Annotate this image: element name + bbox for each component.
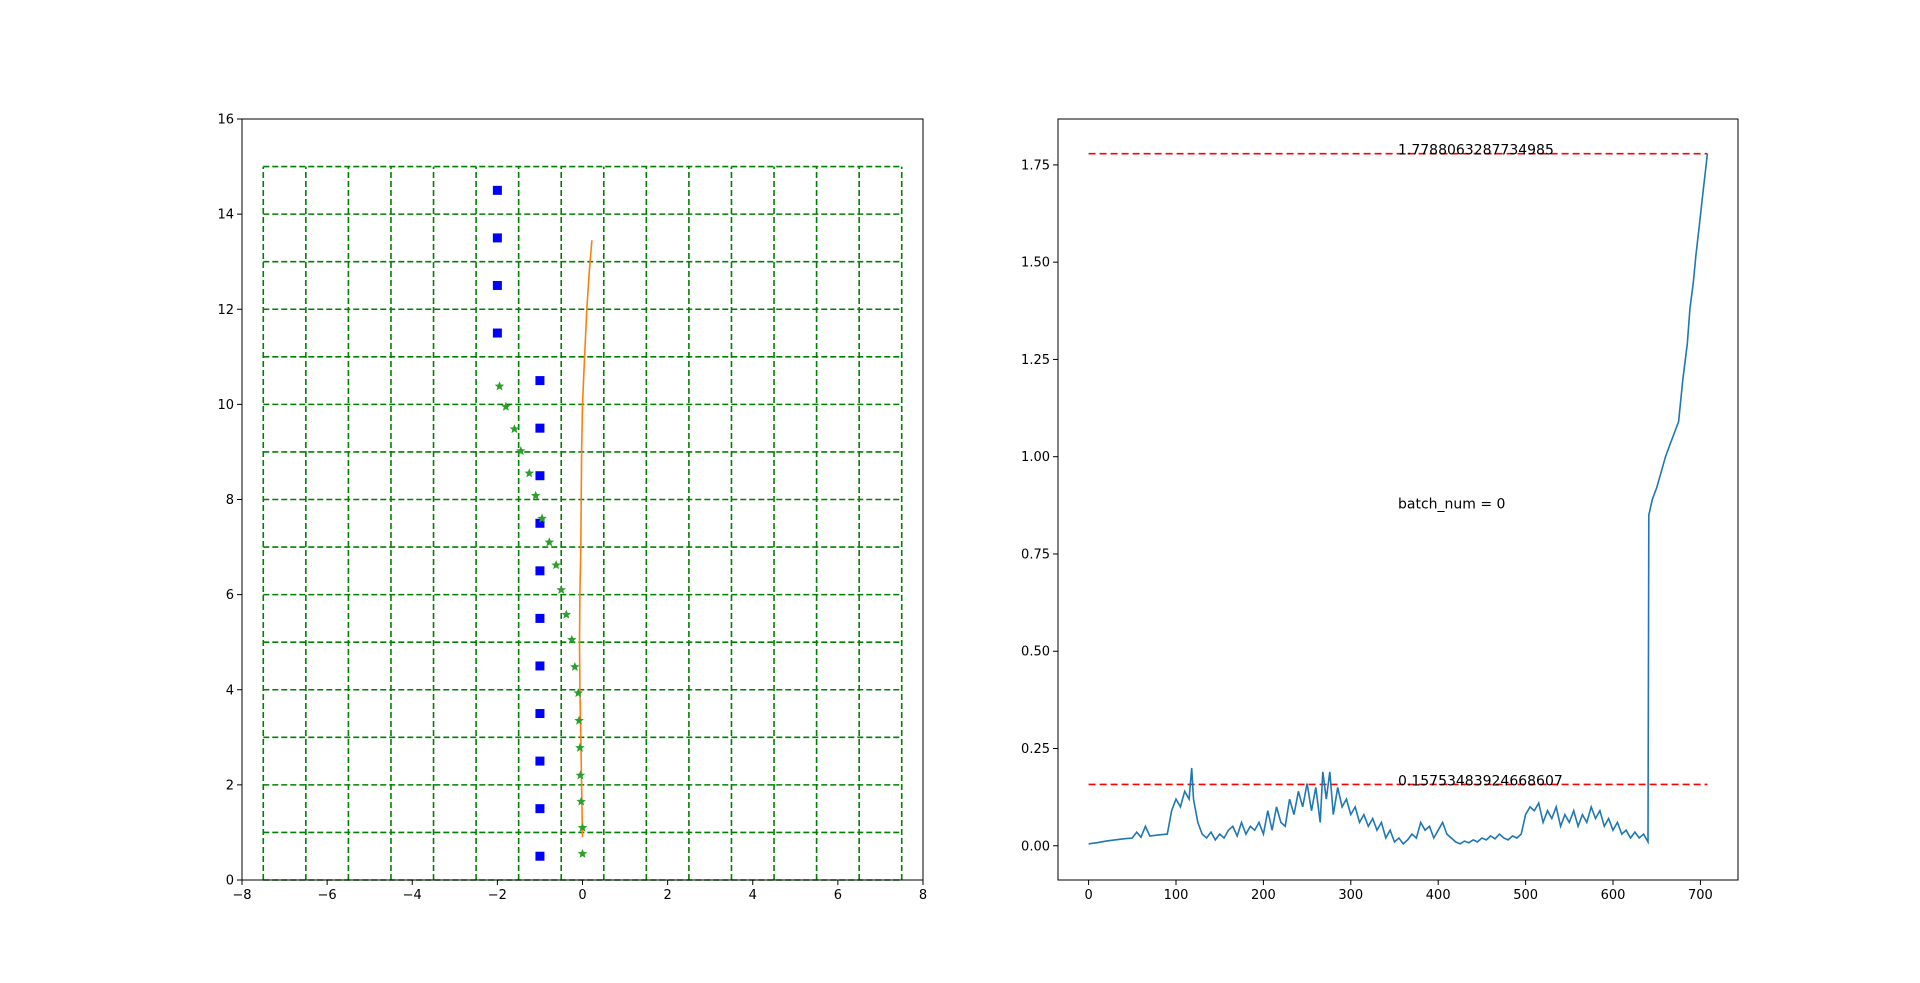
right-y-axis: 0.00 0.25 0.50 0.75 1.00 1.25 1.50 1.75: [1021, 158, 1058, 854]
left-y-tick-label: 6: [226, 588, 234, 603]
right-x-tick-label: 500: [1513, 888, 1538, 903]
left-x-tick-label: −2: [488, 888, 507, 903]
left-x-tick-label: 8: [919, 888, 927, 903]
right-plot-series: [1088, 152, 1709, 845]
left-x-tick-label: 4: [749, 888, 757, 903]
left-x-tick-label: 0: [578, 888, 586, 903]
left-y-tick-label: 10: [217, 398, 234, 413]
left-plot-series: [492, 185, 593, 861]
square-marker: [492, 185, 502, 195]
square-marker: [492, 328, 502, 338]
star-marker: [574, 715, 584, 725]
min-value-label: 0.15753483924668607: [1398, 773, 1563, 789]
right-x-axis: 0 100 200 300 400 500 600 700: [1084, 880, 1713, 903]
left-y-tick-label: 4: [226, 683, 234, 698]
star-marker: [561, 609, 572, 619]
right-y-tick-label: 1.75: [1021, 158, 1050, 173]
square-marker: [535, 804, 545, 814]
square-marker: [535, 471, 545, 481]
right-y-tick-label: 1.50: [1021, 256, 1050, 271]
star-marker: [551, 560, 561, 570]
left-y-tick-label: 14: [217, 208, 234, 223]
left-grid-cells: [262, 165, 903, 881]
square-marker: [535, 661, 545, 671]
right-y-tick-label: 0.75: [1021, 547, 1050, 562]
max-value-label: 1.7788063287734985: [1398, 143, 1554, 159]
star-marker: [516, 445, 526, 456]
left-x-tick-label: −6: [318, 888, 337, 903]
square-marker: [535, 518, 545, 528]
left-x-tick-label: 6: [834, 888, 842, 903]
batch-num-label: batch_num = 0: [1398, 496, 1505, 512]
star-marker: [573, 688, 583, 698]
left-x-tick-label: −4: [403, 888, 422, 903]
star-marker: [576, 796, 586, 806]
star-marker: [494, 381, 505, 391]
square-marker: [492, 280, 502, 290]
square-marker: [535, 756, 545, 766]
left-y-tick-label: 0: [226, 874, 234, 889]
star-marker: [577, 848, 588, 858]
right-plot-frame: [1057, 118, 1739, 881]
left-y-axis: 0 2 4 6 8 10 12 14 16: [217, 113, 242, 889]
right-y-tick-label: 1.00: [1021, 450, 1050, 465]
trajectory-line: [578, 240, 593, 838]
left-y-tick-label: 16: [217, 113, 234, 128]
square-marker: [535, 851, 545, 861]
star-marker: [577, 822, 588, 832]
right-x-tick-label: 600: [1601, 888, 1626, 903]
star-marker: [575, 742, 585, 752]
star-marker: [530, 490, 541, 500]
right-y-tick-label: 1.25: [1021, 353, 1050, 368]
left-x-tick-label: 2: [663, 888, 671, 903]
star-marker: [570, 661, 580, 671]
right-y-tick-label: 0.25: [1021, 742, 1050, 757]
left-x-axis: −8 −6 −4 −2 0 2 4 6 8: [232, 880, 927, 903]
left-y-tick-label: 12: [217, 303, 234, 318]
right-y-tick-label: 0.50: [1021, 645, 1050, 660]
right-x-tick-label: 100: [1164, 888, 1189, 903]
right-plot: 0 100 200 300 400 500 600 700 0.00 0.25 0.50 0.75 1…: [1021, 118, 1739, 903]
right-x-tick-label: 300: [1338, 888, 1363, 903]
square-marker: [535, 709, 545, 719]
right-y-tick-label: 0.00: [1021, 839, 1050, 854]
star-marker: [556, 584, 566, 594]
left-plot: −8 −6 −4 −2 0 2 4 6 8 0 2 4 6 8 10 12 14 16: [217, 113, 927, 904]
square-marker: [492, 233, 502, 243]
square-marker: [535, 566, 545, 576]
right-x-tick-label: 0: [1084, 888, 1092, 903]
left-x-tick-label: −8: [232, 888, 251, 903]
loss-curve-line: [1088, 153, 1709, 845]
left-y-tick-label: 2: [226, 778, 234, 793]
star-marker: [501, 401, 511, 411]
square-marker: [535, 376, 545, 386]
star-marker: [567, 634, 577, 644]
star-marker: [544, 537, 555, 547]
left-y-tick-label: 8: [226, 493, 234, 508]
star-marker: [524, 468, 535, 478]
square-marker: [535, 613, 545, 623]
right-x-tick-label: 200: [1251, 888, 1276, 903]
square-marker: [535, 423, 545, 433]
right-x-tick-label: 700: [1688, 888, 1713, 903]
star-marker: [575, 770, 586, 780]
right-x-tick-label: 400: [1426, 888, 1451, 903]
star-marker: [509, 424, 520, 434]
star-marker: [537, 513, 547, 523]
